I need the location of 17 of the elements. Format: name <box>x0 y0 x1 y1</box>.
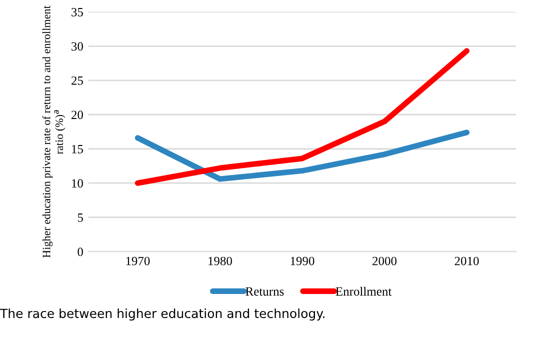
y-tick-label: 0 <box>78 248 83 256</box>
x-tick-label: 2000 <box>372 256 397 266</box>
y-tick-label: 15 <box>72 144 83 154</box>
x-tick-label: 1990 <box>290 256 314 266</box>
legend-label: Returns <box>246 287 284 296</box>
x-tick-label: 1970 <box>126 256 150 266</box>
y-axis-title: Higher education private rate of return to and enrollment ratio (%)$^{a}$ <box>42 6 66 258</box>
y-tick-label: 10 <box>72 179 83 188</box>
y-tick-label: 35 <box>72 8 83 16</box>
legend-label: Enrollment <box>336 286 392 296</box>
y-tick-label: 25 <box>72 76 83 85</box>
y-tick-label: 20 <box>72 110 83 120</box>
x-tick-label: 2010 <box>454 256 479 266</box>
x-tick-label: 1980 <box>208 256 232 266</box>
y-tick-label: 30 <box>72 42 83 51</box>
text: The race between higher education and technology. <box>0 308 324 321</box>
y-tick-label: 5 <box>78 214 83 222</box>
